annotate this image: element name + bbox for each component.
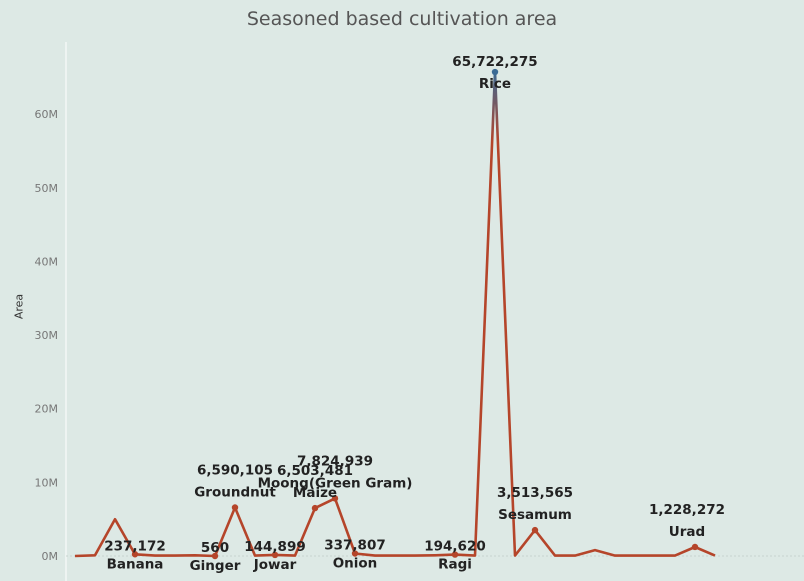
data-crop-label: Groundnut — [194, 484, 276, 500]
data-value-label: 194,620 — [424, 539, 486, 555]
data-crop-label: Moong(Green Gram) — [258, 475, 413, 491]
data-value-label: 6,590,105 — [197, 462, 273, 478]
chart-title: Seasoned based cultivation area — [246, 8, 558, 30]
data-value-label: 237,172 — [104, 538, 166, 554]
data-crop-label: Jowar — [253, 557, 297, 573]
data-markers — [131, 68, 699, 560]
data-value-label: 337,807 — [324, 538, 386, 554]
y-tick-label: 40M — [35, 255, 59, 268]
y-tick-label: 10M — [35, 476, 59, 489]
data-crop-label: Onion — [333, 556, 378, 572]
data-value-label: 6,503,481 — [277, 463, 353, 479]
data-value-label: 3,513,565 — [497, 485, 573, 501]
y-tick-label: 60M — [35, 108, 59, 121]
data-point-marker — [271, 551, 279, 559]
series-line — [74, 70, 716, 558]
data-value-label: 7,824,939 — [297, 453, 373, 469]
y-tick-label: 50M — [35, 182, 59, 195]
data-point-marker — [451, 551, 459, 558]
data-point-marker — [691, 543, 699, 551]
data-value-label: 65,722,275 — [452, 54, 537, 70]
data-crop-label: Urad — [669, 524, 705, 540]
data-crop-label: Banana — [107, 556, 164, 572]
data-labels: 237,172 Banana 560 Ginger 6,590,105 Groundnut… — [104, 54, 725, 574]
data-point-marker — [311, 504, 319, 512]
data-crop-label: Maize — [293, 485, 337, 501]
data-value-label: 1,228,272 — [649, 502, 725, 518]
data-crop-label: Sesamum — [498, 507, 572, 523]
data-point-marker — [131, 551, 139, 558]
data-point-marker — [531, 526, 539, 534]
y-axis-ticks: 0M 10M 20M 30M 40M 50M 60M — [35, 108, 59, 563]
data-crop-label: Rice — [479, 76, 511, 92]
data-point-marker — [491, 68, 499, 76]
data-crop-label: Ragi — [438, 557, 472, 573]
y-tick-label: 0M — [42, 550, 59, 563]
data-point-marker — [231, 504, 239, 511]
y-tick-label: 20M — [35, 403, 59, 416]
data-point-marker — [211, 552, 219, 560]
data-crop-label: Ginger — [190, 558, 241, 574]
data-value-label: 144,899 — [244, 539, 306, 555]
data-value-label: 560 — [201, 540, 229, 556]
y-tick-label: 30M — [35, 329, 59, 342]
data-point-marker — [351, 550, 359, 557]
data-point-marker — [331, 495, 339, 502]
